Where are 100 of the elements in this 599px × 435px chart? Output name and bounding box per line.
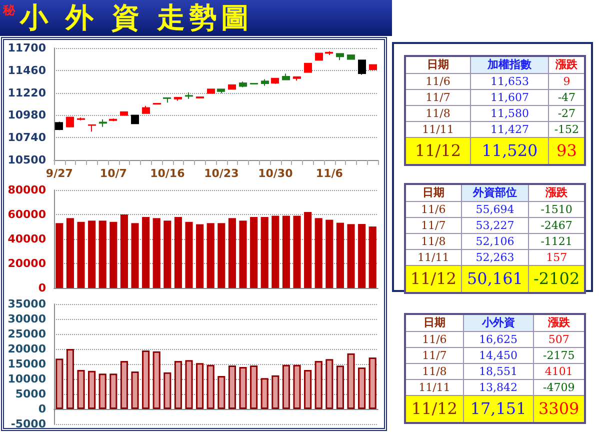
bar [56,358,64,409]
text: 50,161 [466,269,523,288]
bar [239,220,247,288]
bar [314,218,322,288]
text: 53,227 [476,218,514,232]
y-tick-label: 10500 [8,154,46,166]
bar [293,216,301,288]
text: 52,263 [476,250,514,264]
bar [347,353,355,409]
bar [142,216,150,288]
bar [66,349,74,409]
candlestick [185,92,193,100]
category-label: 11/7 [426,90,450,104]
bar [196,224,204,288]
text: 55,694 [476,202,514,216]
candlestick [131,114,139,125]
text: -1121 [540,234,572,248]
category-label: 11/8 [421,234,446,248]
bar [131,372,139,409]
bar [98,374,106,409]
candlestick [217,88,225,94]
category-label: 11/12 [410,269,456,288]
category-label: 漲跌 [528,184,585,201]
bar [120,361,128,409]
bar [120,214,128,288]
y-tick-label: 35000 [8,298,46,310]
bar [358,367,366,409]
category-label: 11/11 [422,122,454,136]
candlestick [358,59,366,76]
bar [152,351,160,409]
y-tick-label: 11700 [8,42,46,54]
x-tick-label: 10/30 [258,167,294,180]
candlestick [77,117,85,121]
bar [142,350,150,409]
category-label: 加權指數 [470,56,549,73]
bar [206,364,214,409]
category-label: 11/8 [422,364,447,378]
y-tick-label: 5000 [15,388,46,400]
category-label: 11/7 [422,348,447,362]
category-label: 日期 [405,314,464,331]
bar [250,216,258,288]
category-label: 漲跌 [533,314,585,331]
x-tick-label: 9/27 [46,167,73,180]
bar [164,220,172,288]
text: -4709 [543,380,575,394]
bar [218,376,226,409]
candlestick [99,118,107,128]
candlestick [347,54,355,60]
bar [77,222,85,288]
bar [98,220,106,288]
y-tick-label: 20000 [8,342,46,356]
y-tick-label: 15000 [8,358,46,370]
category-label: 11/12 [414,141,462,160]
bar [110,374,118,409]
bar [185,360,193,409]
y-tick-label: -5000 [10,418,46,430]
category-label: 11/12 [411,399,458,418]
y-tick-label: 60000 [8,208,46,221]
text: -2102 [534,269,580,288]
bar [228,218,236,288]
category-label: 11/11 [418,380,450,394]
bar [174,361,182,409]
bar [282,364,290,409]
bar [218,223,226,288]
text: 11,427 [490,122,529,136]
bar [88,370,96,409]
y-tick-label: 11220 [8,86,46,100]
text: -1510 [540,202,572,216]
category-label: 11/7 [421,218,446,232]
bar [347,224,355,288]
text: 157 [546,250,568,264]
text: -152 [554,122,580,136]
candlestick [228,84,236,90]
text: 11,520 [482,141,538,160]
text: 52,106 [476,234,514,248]
bar [56,223,64,288]
candlestick [282,73,290,81]
y-tick-label: 10740 [8,131,46,144]
candlestick [239,81,247,88]
candlestick [261,78,269,86]
candlestick [88,124,96,132]
bar [250,366,258,409]
text: -27 [558,106,576,120]
x-tick-label: 11/6 [316,167,344,180]
category-label: 日期 [405,56,470,73]
text: 秘 [3,2,15,19]
text: 16,625 [479,332,518,346]
bar [260,216,268,288]
candlestick [109,118,117,122]
text: 11,580 [490,106,529,120]
bar [326,220,334,288]
bar [196,363,204,409]
candlestick [66,116,74,128]
bar [164,372,172,409]
chart-title: 小 外 資 走勢圖 [20,1,254,35]
text: 13,842 [479,380,518,394]
candlestick [369,64,377,71]
candlestick [304,62,312,74]
y-tick-label: 0 [38,402,46,416]
bar [260,378,268,409]
